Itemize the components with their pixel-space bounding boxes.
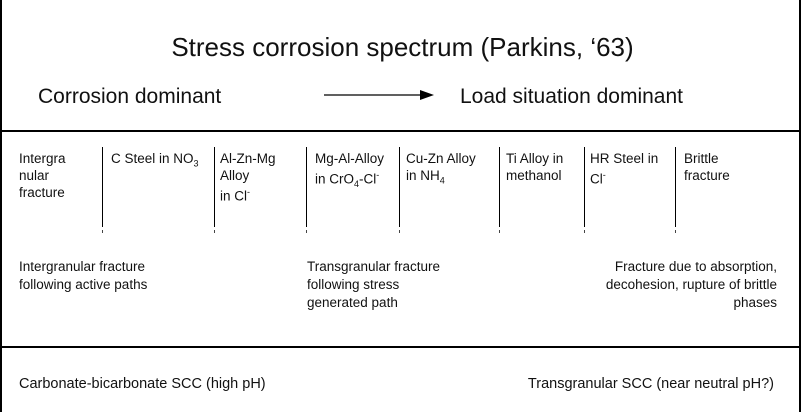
cell-cu-zn-alloy: Cu-Zn Alloy in NH4 xyxy=(406,150,476,190)
divider-dot xyxy=(399,230,400,233)
cell-line: Mg-Al-Alloy xyxy=(315,151,385,166)
cell-intergranular-fracture: Intergra nular fracture xyxy=(19,150,66,201)
column-divider xyxy=(399,147,400,227)
group-line: following active paths xyxy=(19,277,148,292)
cell-line: Al-Zn-Mg xyxy=(220,151,276,166)
group-line: generated path xyxy=(307,295,398,310)
divider-dot xyxy=(102,230,103,233)
column-divider xyxy=(584,147,585,227)
cell-line: fracture xyxy=(19,185,65,200)
cell-line: in Cl- xyxy=(220,184,276,205)
cell-line: methanol xyxy=(506,168,562,183)
bottom-divider xyxy=(2,346,799,348)
column-divider xyxy=(214,147,215,227)
subscript: 4 xyxy=(354,179,360,190)
bottom-right-label: Transgranular SCC (near neutral pH?) xyxy=(527,376,774,392)
divider-dot xyxy=(584,230,585,233)
group-line: decohesion, rupture of brittle xyxy=(605,277,777,292)
group-line: phases xyxy=(733,295,777,310)
cell-line: in NH4 xyxy=(406,167,476,190)
cell-line: Ti Alloy in xyxy=(506,151,564,166)
group-line: Fracture due to absorption, xyxy=(614,259,777,274)
column-divider xyxy=(306,147,307,227)
cell-line: nular xyxy=(19,168,50,183)
cell-text: in CrO xyxy=(315,171,355,187)
cell-mg-al-alloy: Mg-Al-Alloy in CrO4-Cl- xyxy=(315,150,384,193)
cell-brittle-fracture: Brittle fracture xyxy=(684,150,730,184)
divider-dot xyxy=(214,230,215,233)
left-heading: Corrosion dominant xyxy=(38,85,222,108)
cell-text: in NH xyxy=(406,168,440,183)
cell-line: Intergra xyxy=(19,151,66,166)
cell-line: fracture xyxy=(684,168,730,183)
bottom-left-label: Carbonate-bicarbonate SCC (high pH) xyxy=(19,376,266,392)
group-absorption: Fracture due to absorption, decohesion, … xyxy=(606,258,777,312)
group-line: Transgranular fracture xyxy=(307,259,441,274)
superscript: - xyxy=(247,187,251,197)
cell-text: in Cl xyxy=(220,188,248,204)
superscript: - xyxy=(602,170,606,180)
group-intergranular: Intergranular fracture following active … xyxy=(19,258,147,294)
cell-line: in CrO4-Cl- xyxy=(315,167,384,193)
cell-hr-steel: HR Steel in Cl- xyxy=(590,150,658,188)
group-line: following stress xyxy=(307,277,400,292)
group-transgranular: Transgranular fracture following stress … xyxy=(307,258,440,312)
cell-line: Alloy xyxy=(220,168,250,183)
cell-line: Cl- xyxy=(590,167,658,188)
column-divider xyxy=(499,147,500,227)
column-divider xyxy=(675,147,676,227)
cell-text: -Cl xyxy=(359,171,377,187)
superscript: - xyxy=(376,170,380,180)
cell-ti-alloy: Ti Alloy in methanol xyxy=(506,150,563,184)
top-divider xyxy=(2,130,799,132)
cell-text: Cl xyxy=(590,171,603,187)
right-arrow-icon xyxy=(324,90,434,100)
cell-line: HR Steel in xyxy=(590,151,659,166)
subscript: 4 xyxy=(439,175,445,186)
cell-text: C Steel in NO xyxy=(111,151,194,166)
cell-line: Cu-Zn Alloy xyxy=(406,151,476,166)
divider-dot xyxy=(306,230,307,233)
cell-line: C Steel in NO3 xyxy=(111,150,199,173)
subscript: 3 xyxy=(193,158,199,169)
divider-dot xyxy=(499,230,500,233)
group-line: Intergranular fracture xyxy=(19,259,146,274)
right-heading: Load situation dominant xyxy=(460,85,683,108)
diagram-title: Stress corrosion spectrum (Parkins, ‘63) xyxy=(171,32,634,62)
column-divider xyxy=(102,147,103,227)
cell-al-zn-mg: Al-Zn-Mg Alloy in Cl- xyxy=(220,150,276,205)
cell-c-steel: C Steel in NO3 xyxy=(111,150,199,173)
divider-dot xyxy=(675,230,676,233)
cell-line: Brittle xyxy=(684,151,719,166)
